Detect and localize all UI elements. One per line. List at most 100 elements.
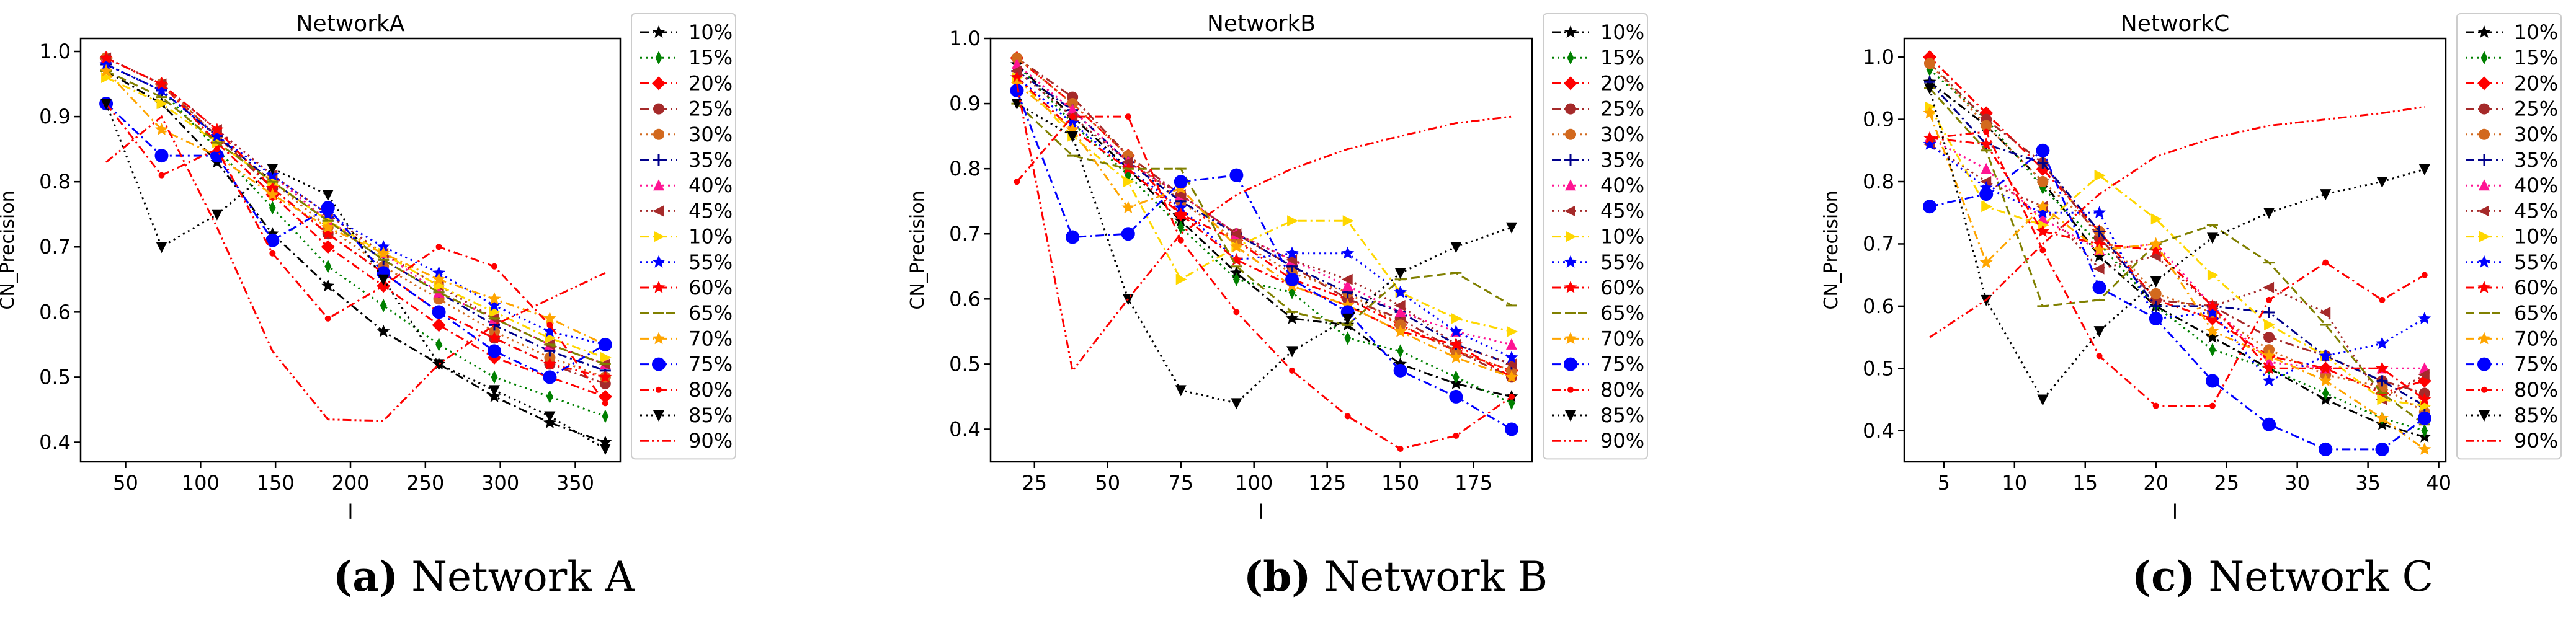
chart-b-legend-marker-12 bbox=[1564, 332, 1577, 345]
chart-c-series-line-14 bbox=[1929, 131, 2425, 407]
chart-c-point-15-4 bbox=[2150, 276, 2162, 288]
chart-c-series-line-7 bbox=[1929, 143, 2425, 401]
chart-a-point-14-9 bbox=[602, 400, 608, 407]
chart-a-series-line-15 bbox=[105, 103, 606, 450]
chart-b-legend-label-8: 10% bbox=[1600, 225, 1644, 249]
chart-c-point-5-2 bbox=[2037, 157, 2049, 169]
chart-a: NetworkA 50 100 150 200 250 300 350 0.4 0.5 0.6 0.7… bbox=[0, 11, 736, 524]
chart-c-point-14-1 bbox=[1983, 128, 1990, 135]
chart-a-ytick-label-6: 1.0 bbox=[39, 40, 71, 63]
chart-a-point-10-7 bbox=[488, 331, 501, 344]
chart-b-legend-marker-1 bbox=[1567, 51, 1574, 65]
chart-b-point-14-7 bbox=[1397, 445, 1404, 452]
chart-b-point-4-0 bbox=[1011, 52, 1023, 64]
chart-a-legend-label-6: 40% bbox=[689, 174, 733, 197]
chart-a-legend-label-1: 15% bbox=[689, 46, 733, 69]
chart-a-point-12-0 bbox=[99, 64, 113, 77]
chart-a-point-14-3 bbox=[269, 250, 276, 257]
chart-a-point-1-9 bbox=[602, 409, 609, 423]
chart-a-legend-marker-7 bbox=[653, 205, 664, 217]
chart-c-legend-marker-0 bbox=[2477, 25, 2491, 38]
chart-b-point-12-7 bbox=[1394, 324, 1407, 337]
chart-c-point-14-2 bbox=[2039, 247, 2046, 254]
chart-a-legend-marker-3 bbox=[653, 103, 664, 115]
chart-c-point-13-0 bbox=[1923, 200, 1937, 214]
chart-b-xtick-label-0: 25 bbox=[1022, 471, 1047, 495]
chart-a-series-line-10 bbox=[105, 57, 606, 378]
chart-a-legend-marker-6 bbox=[653, 179, 664, 191]
chart-b-point-7-4 bbox=[1230, 228, 1242, 240]
chart-c-point-8-0 bbox=[1925, 101, 1936, 113]
chart-c-point-8-4 bbox=[2150, 213, 2162, 225]
chart-b-ytick-label-0: 0.4 bbox=[949, 417, 981, 441]
chart-b-ylabel: CN_Precision bbox=[907, 190, 929, 309]
chart-c-legend-label-1: 15% bbox=[2514, 46, 2558, 69]
chart-a-title: NetworkA bbox=[296, 11, 405, 37]
chart-a-series-line-11 bbox=[105, 70, 606, 365]
chart-a-point-14-2 bbox=[213, 146, 220, 152]
chart-a-point-14-4 bbox=[324, 315, 331, 322]
chart-a-point-13-2 bbox=[210, 149, 224, 163]
chart-b-series-line-7 bbox=[1016, 70, 1512, 365]
chart-c-legend-marker-6 bbox=[2479, 179, 2490, 191]
chart-a-point-10-9 bbox=[599, 370, 612, 383]
chart-b-point-1-4 bbox=[1232, 272, 1240, 286]
chart-c-legend-label-14: 80% bbox=[2514, 378, 2558, 402]
chart-c-legend-marker-14 bbox=[2481, 386, 2487, 393]
chart-b-point-14-3 bbox=[1177, 237, 1184, 244]
chart-a-point-1-3 bbox=[269, 201, 276, 215]
chart-c-point-0-5 bbox=[2206, 330, 2219, 343]
chart-b-point-1-3 bbox=[1177, 220, 1185, 234]
chart-b-point-13-7 bbox=[1393, 363, 1407, 378]
chart-a-point-14-8 bbox=[546, 322, 553, 329]
chart-b-legend-label-10: 60% bbox=[1600, 276, 1644, 299]
chart-a-point-13-7 bbox=[488, 344, 501, 358]
chart-c-legend-label-3: 25% bbox=[2514, 97, 2558, 121]
chart-b-legend-marker-3 bbox=[1565, 103, 1576, 115]
chart-b-point-9-9 bbox=[1505, 350, 1518, 363]
chart-b-point-4-1 bbox=[1067, 98, 1079, 110]
chart-b-point-13-3 bbox=[1174, 175, 1188, 189]
chart-c-ytick-label-2: 0.6 bbox=[1863, 294, 1894, 318]
chart-b-legend-label-14: 80% bbox=[1600, 378, 1644, 402]
chart-c-legend-label-5: 35% bbox=[2514, 148, 2558, 172]
chart-c-xlabel: l bbox=[2172, 500, 2178, 524]
chart-b-ytick-label-6: 1.0 bbox=[949, 27, 981, 50]
chart-c-series-line-13 bbox=[1929, 149, 2425, 451]
chart-a-series-line-14 bbox=[105, 103, 607, 404]
chart-c-point-14-3 bbox=[2096, 353, 2103, 360]
chart-c-series-line-1 bbox=[1929, 69, 2425, 432]
chart-b-point-14-6 bbox=[1344, 413, 1351, 420]
chart-b-point-13-5 bbox=[1285, 272, 1299, 286]
chart-c-series-line-9 bbox=[1929, 143, 2425, 382]
chart-b-point-13-4 bbox=[1229, 168, 1244, 182]
chart-c-point-15-5 bbox=[2206, 232, 2218, 244]
chart-c-ytick-label-6: 1.0 bbox=[1863, 45, 1894, 69]
chart-b-legend-marker-15 bbox=[1565, 410, 1576, 422]
chart-c-point-12-6 bbox=[2262, 349, 2276, 362]
chart-c-series-line-10 bbox=[1929, 137, 2425, 400]
chart-b-xtick-label-4: 125 bbox=[1308, 471, 1346, 495]
chart-c-xtick-label-1: 10 bbox=[2002, 471, 2027, 495]
chart-c-point-15-3 bbox=[2093, 326, 2105, 338]
chart-a-legend-marker-15 bbox=[653, 410, 664, 422]
chart-b-point-6-9 bbox=[1505, 338, 1517, 350]
chart-c-legend-marker-4 bbox=[2479, 128, 2490, 140]
chart-a-ytick-label-3: 0.7 bbox=[39, 235, 71, 258]
chart-c-legend-label-4: 30% bbox=[2514, 123, 2558, 146]
chart-c-point-5-6 bbox=[2263, 306, 2275, 318]
chart-c-legend-marker-7 bbox=[2478, 205, 2489, 217]
chart-c-ytick-label-4: 0.8 bbox=[1863, 170, 1894, 193]
chart-a-legend-marker-9 bbox=[652, 255, 666, 268]
chart-a-legend-label-2: 20% bbox=[689, 71, 733, 95]
chart-b-legend-marker-6 bbox=[1565, 179, 1576, 191]
chart-b-xtick-label-1: 50 bbox=[1095, 471, 1120, 495]
chart-a-point-1-5 bbox=[380, 298, 387, 312]
chart-b-point-14-5 bbox=[1289, 367, 1296, 374]
chart-c-point-8-1 bbox=[1981, 201, 1993, 213]
chart-c-point-12-8 bbox=[2376, 411, 2389, 424]
chart-b-point-9-5 bbox=[1285, 246, 1299, 259]
chart-a-legend-label-8: 10% bbox=[689, 225, 733, 249]
chart-b-point-15-9 bbox=[1505, 222, 1517, 234]
chart-a-point-0-5 bbox=[377, 324, 390, 337]
